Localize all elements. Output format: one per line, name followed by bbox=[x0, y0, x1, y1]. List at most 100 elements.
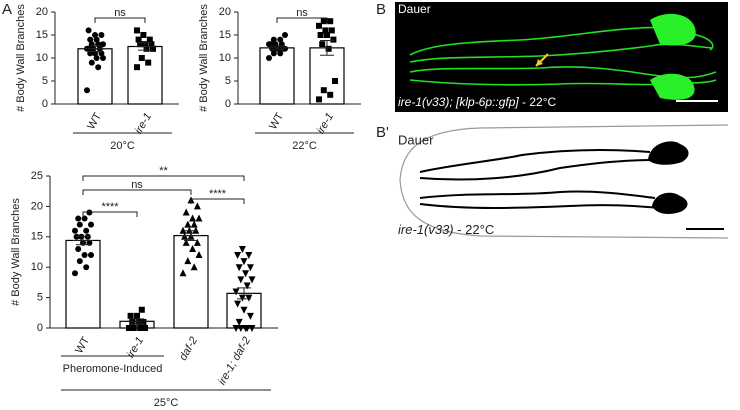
y-tick-label: 10 bbox=[31, 261, 43, 273]
data-point bbox=[246, 312, 254, 320]
data-point bbox=[322, 27, 329, 34]
bar bbox=[309, 47, 345, 105]
data-point bbox=[190, 263, 198, 271]
data-point bbox=[184, 220, 192, 228]
data-point bbox=[232, 288, 240, 296]
data-point bbox=[140, 318, 147, 325]
panel-label: B bbox=[376, 1, 386, 18]
comparison-label: ns bbox=[114, 7, 126, 19]
data-point bbox=[319, 41, 326, 48]
data-point bbox=[193, 202, 201, 210]
error-bar bbox=[85, 45, 105, 53]
y-tick-label: 0 bbox=[37, 322, 43, 334]
data-point bbox=[232, 325, 240, 332]
data-point bbox=[93, 36, 100, 43]
comparison-bracket bbox=[190, 198, 245, 204]
group-label: Pheromone-Induced bbox=[63, 363, 163, 375]
y-tick-label: 15 bbox=[36, 29, 48, 41]
data-point bbox=[240, 306, 248, 314]
data-point bbox=[95, 64, 102, 71]
data-point bbox=[72, 270, 78, 277]
data-point bbox=[73, 233, 80, 240]
data-point bbox=[320, 87, 327, 94]
data-point bbox=[237, 276, 245, 284]
data-point bbox=[76, 221, 83, 228]
group-label: 25°C bbox=[154, 397, 179, 409]
data-point bbox=[330, 36, 337, 43]
x-tick-label: daf-2 bbox=[177, 335, 200, 363]
y-axis-label: # Body Wall Branches bbox=[15, 4, 27, 112]
comparison-label: ** bbox=[159, 165, 168, 177]
comparison-bracket bbox=[82, 211, 138, 217]
comparison-bracket bbox=[94, 17, 146, 23]
panel-label: A bbox=[2, 1, 12, 18]
y-axis-label: # Body Wall Branches bbox=[198, 4, 210, 112]
data-point bbox=[140, 32, 147, 38]
y-tick-label: 10 bbox=[36, 52, 48, 64]
data-point bbox=[320, 18, 327, 25]
data-point bbox=[243, 282, 251, 290]
caption-rest: - 22°C bbox=[454, 222, 495, 237]
data-point bbox=[93, 55, 100, 61]
data-point bbox=[182, 208, 190, 216]
data-point bbox=[193, 238, 201, 246]
data-point bbox=[135, 318, 142, 325]
error-bar bbox=[234, 287, 254, 300]
data-point bbox=[325, 45, 332, 52]
data-point bbox=[316, 96, 322, 103]
data-point bbox=[332, 78, 338, 84]
y-tick-label: 15 bbox=[219, 29, 231, 41]
image-label: Dauer bbox=[398, 132, 434, 147]
data-point bbox=[75, 245, 82, 252]
data-point bbox=[328, 27, 335, 34]
data-point bbox=[146, 36, 153, 43]
data-point bbox=[195, 251, 203, 259]
data-point bbox=[277, 36, 284, 43]
data-point bbox=[137, 325, 144, 331]
caption-rest: - 22°C bbox=[519, 95, 557, 109]
comparison-bracket bbox=[82, 175, 245, 181]
error-bar bbox=[73, 235, 93, 246]
x-tick-label: WT bbox=[73, 335, 92, 356]
bar bbox=[127, 45, 163, 105]
data-point bbox=[270, 36, 277, 43]
data-point bbox=[245, 252, 253, 260]
data-point bbox=[75, 215, 82, 222]
group-label: 20°C bbox=[110, 140, 135, 152]
panel-label: B' bbox=[376, 124, 389, 141]
data-point bbox=[81, 215, 88, 222]
data-point bbox=[248, 325, 256, 332]
caption-italic: ire-1(v33) bbox=[398, 222, 454, 237]
data-point bbox=[100, 55, 106, 61]
data-point bbox=[277, 50, 284, 57]
data-point bbox=[87, 36, 94, 43]
data-point bbox=[83, 264, 90, 271]
group-label: 22°C bbox=[292, 140, 317, 152]
data-point bbox=[134, 64, 140, 71]
data-point bbox=[327, 18, 334, 25]
y-tick-label: 0 bbox=[42, 98, 48, 110]
bar bbox=[259, 47, 295, 105]
data-point bbox=[83, 227, 90, 234]
y-tick-label: 10 bbox=[219, 52, 231, 64]
data-point bbox=[137, 41, 144, 48]
data-point bbox=[134, 27, 140, 34]
data-point bbox=[179, 269, 187, 277]
fluorescence-image: Dauer ire-1(v33); [klp-6p::gfp] - 22°C bbox=[395, 2, 728, 112]
data-point bbox=[269, 45, 276, 52]
image-label: Dauer bbox=[398, 2, 431, 16]
data-point bbox=[88, 221, 94, 228]
error-bar bbox=[135, 42, 155, 51]
y-tick-label: 20 bbox=[219, 6, 231, 18]
data-point bbox=[182, 238, 190, 246]
data-point bbox=[238, 245, 246, 253]
image-caption: ire-1(v33) - 22°C bbox=[398, 222, 494, 237]
data-point bbox=[127, 312, 134, 319]
data-point bbox=[280, 45, 287, 52]
data-point bbox=[84, 87, 90, 94]
error-bar bbox=[317, 40, 337, 56]
data-point bbox=[138, 306, 145, 313]
x-tick-label: ire-1 bbox=[133, 111, 154, 136]
comparison-bracket bbox=[276, 17, 328, 23]
